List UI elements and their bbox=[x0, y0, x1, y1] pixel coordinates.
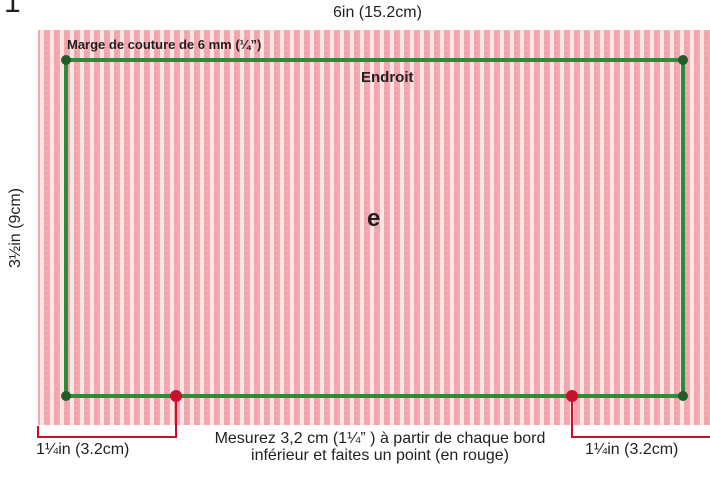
fabric-rectangle bbox=[38, 30, 710, 425]
step-number: 1 bbox=[4, 0, 21, 19]
right-side-label: Endroit bbox=[361, 69, 414, 86]
red-mark-right bbox=[566, 390, 578, 402]
height-dimension-label: 3½in (9cm) bbox=[7, 187, 24, 269]
red-mark-left bbox=[170, 390, 182, 402]
left-measurement-label: 1¼in (3.2cm) bbox=[36, 441, 130, 458]
instruction-text: Mesurez 3,2 cm (1¼” ) à partir de chaque… bbox=[214, 430, 546, 464]
corner-dot-bottom-left bbox=[61, 391, 71, 401]
seam-allowance-line bbox=[64, 58, 685, 398]
corner-dot-top-right bbox=[678, 55, 688, 65]
measure-bracket-right bbox=[571, 402, 710, 438]
center-letter: e bbox=[367, 205, 381, 232]
corner-dot-top-left bbox=[61, 55, 71, 65]
measure-bracket-left bbox=[37, 402, 177, 438]
right-measurement-label: 1¼in (3.2cm) bbox=[585, 441, 679, 458]
corner-dot-bottom-right bbox=[678, 391, 688, 401]
seam-allowance-label: Marge de couture de 6 mm (¼”) bbox=[67, 37, 262, 52]
width-dimension-label: 6in (15.2cm) bbox=[333, 4, 422, 21]
